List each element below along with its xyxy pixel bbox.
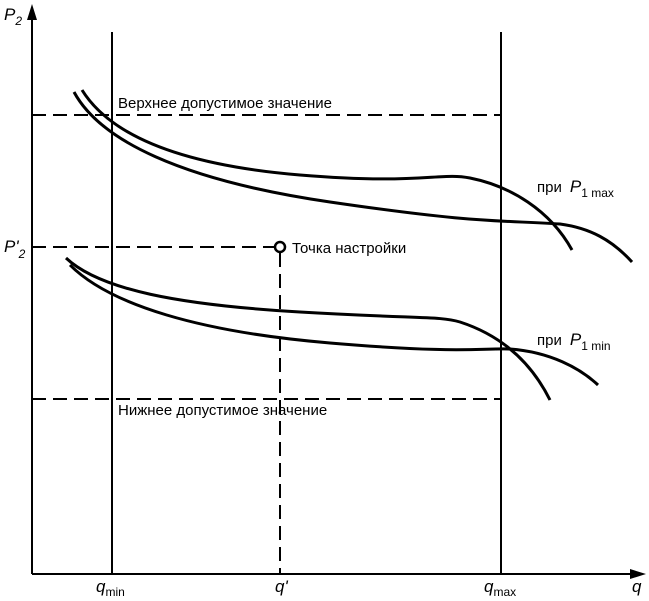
curve-p1max-b bbox=[72, 91, 634, 264]
setpoint-label: Точка настройки bbox=[292, 240, 406, 257]
curve-p1min-b bbox=[68, 263, 600, 387]
lower-limit-label: Нижнее допустимое значение bbox=[118, 402, 327, 419]
p2-prime-label: P'2 bbox=[4, 237, 26, 261]
upper-limit-label: Верхнее допустимое значение bbox=[118, 95, 332, 112]
q-prime-label: q' bbox=[275, 577, 288, 596]
q-min-label: qmin bbox=[96, 577, 125, 599]
p1max-label: при P1 max bbox=[537, 177, 614, 200]
y-axis-arrow bbox=[27, 4, 37, 20]
x-axis-arrow bbox=[630, 569, 646, 579]
y-axis-label: P2 bbox=[4, 5, 22, 28]
q-max-label: qmax bbox=[484, 577, 516, 599]
p1min-label: при P1 min bbox=[537, 330, 611, 353]
curve-p1min-a bbox=[64, 256, 552, 401]
x-axis-label: q bbox=[632, 577, 642, 596]
setpoint-marker bbox=[273, 240, 287, 254]
curve-p1max-a bbox=[80, 89, 574, 251]
